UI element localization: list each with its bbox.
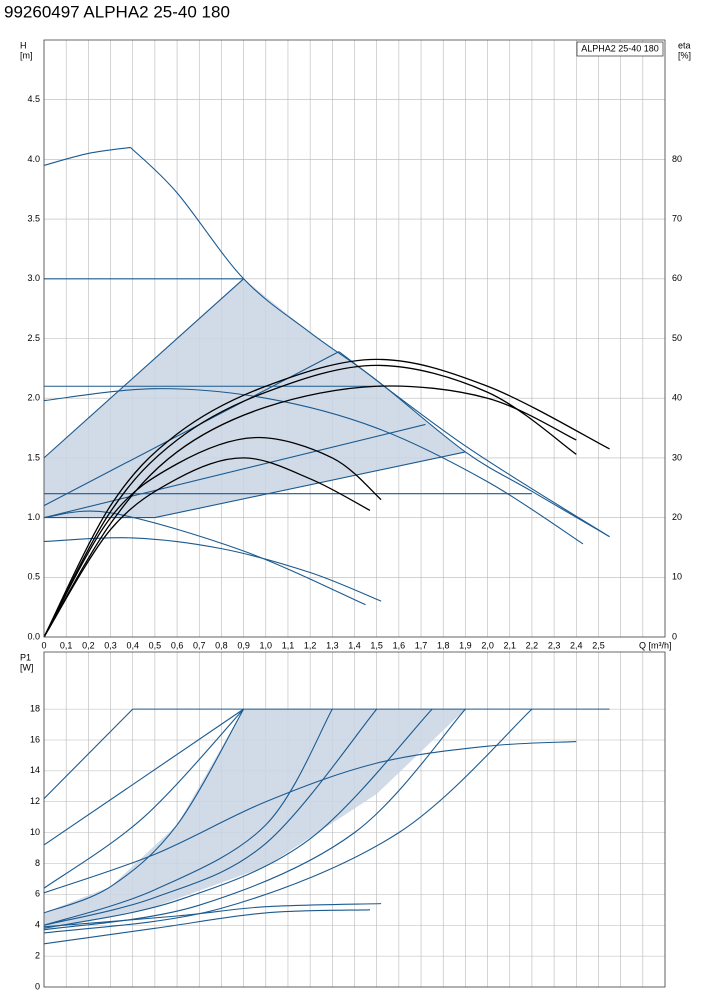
x-tick-label: 0,9 [237, 640, 250, 650]
y-tick-label: 6 [35, 889, 40, 899]
y-tick-label: 0.5 [27, 572, 40, 582]
efficiency-curve [43, 457, 371, 638]
plot-frame [43, 39, 666, 638]
y2-tick-label: 0 [672, 631, 677, 641]
x-tick-label: 1,9 [459, 640, 472, 650]
y-axis-label: [W] [20, 662, 34, 672]
x-tick-label: 1,3 [326, 640, 339, 650]
x-tick-label: 1,1 [282, 640, 295, 650]
y-tick-label: 2.0 [27, 393, 40, 403]
pump-curve [43, 510, 366, 606]
page-title: 99260497 ALPHA2 25-40 180 [4, 2, 230, 21]
x-tick-label: 0,2 [82, 640, 95, 650]
y2-tick-label: 20 [672, 512, 682, 522]
y-tick-label: 3.5 [27, 213, 40, 223]
y-tick-label: 2.5 [27, 333, 40, 343]
x-tick-label: 2,0 [481, 640, 494, 650]
efficiency-curve [43, 364, 577, 638]
y-tick-label: 14 [30, 765, 40, 775]
pump-curve [43, 740, 577, 894]
efficiency-curve [43, 358, 610, 638]
x-tick-label: 1,0 [260, 640, 273, 650]
pump-curve [43, 423, 426, 519]
x-tick-label: 0,5 [149, 640, 162, 650]
pump-curve [43, 708, 134, 800]
x-tick-label: 2,5 [592, 640, 605, 650]
pump-curve [43, 146, 131, 166]
pump-curve [43, 708, 245, 889]
x-tick-label: 2,3 [548, 640, 561, 650]
y-tick-label: 16 [30, 734, 40, 744]
x-tick-label: 2,4 [570, 640, 583, 650]
y-tick-label: 4.5 [27, 94, 40, 104]
y-tick-label: 18 [30, 703, 40, 713]
y-tick-label: 12 [30, 796, 40, 806]
y2-tick-label: 60 [672, 273, 682, 283]
efficiency-curve [43, 436, 382, 638]
x-tick-label: 2,1 [503, 640, 516, 650]
efficiency-curve [43, 385, 577, 638]
y-tick-label: 8 [35, 858, 40, 868]
x-tick-label: 1,4 [348, 640, 361, 650]
x-tick-label: 1,7 [415, 640, 428, 650]
annotation-box [576, 41, 664, 57]
pump-curve [43, 278, 244, 459]
y2-tick-label: 50 [672, 333, 682, 343]
y2-axis-label: [%] [678, 50, 691, 60]
y-tick-label: 3.0 [27, 273, 40, 283]
y2-tick-label: 10 [672, 572, 682, 582]
y-tick-label: 4 [35, 920, 40, 930]
y-tick-label: 0 [35, 981, 40, 991]
y2-axis-label: eta [678, 40, 691, 50]
x-tick-label: 1,2 [304, 640, 317, 650]
y-tick-label: 2 [35, 950, 40, 960]
plot-frame [43, 651, 666, 988]
y-axis-label: P1 [20, 652, 31, 662]
pump-curve [43, 708, 433, 929]
y-axis-label: [m] [20, 50, 33, 60]
y2-tick-label: 70 [672, 213, 682, 223]
pump-curve [338, 351, 610, 538]
pump-curve [43, 708, 533, 934]
pump-curve [43, 708, 378, 926]
x-tick-label: 0,1 [60, 640, 73, 650]
x-tick-label: 2,2 [526, 640, 539, 650]
x-tick-label: 0,7 [193, 640, 206, 650]
x-tick-label: 1,5 [370, 640, 383, 650]
y-axis-label: H [20, 40, 27, 50]
pump-curve [43, 909, 371, 945]
y-tick-label: 1.5 [27, 452, 40, 462]
pump-curve [43, 708, 245, 914]
y-tick-label: 4.0 [27, 154, 40, 164]
y-tick-label: 1.0 [27, 512, 40, 522]
annotation: ALPHA2 25-40 180 [581, 43, 659, 53]
pump-curve [43, 903, 382, 928]
pump-curve [130, 147, 610, 538]
pump-curve [43, 388, 584, 545]
x-tick-label: 0 [41, 640, 46, 650]
operating-area [44, 709, 466, 930]
y2-tick-label: 40 [672, 393, 682, 403]
x-tick-label: 0,4 [126, 640, 139, 650]
y-tick-label: 0.0 [27, 631, 40, 641]
y2-tick-label: 30 [672, 452, 682, 462]
x-tick-label: 0,6 [171, 640, 184, 650]
pump-curve [43, 708, 333, 926]
y2-tick-label: 80 [672, 154, 682, 164]
x-tick-label: 1,6 [393, 640, 406, 650]
pump-curve [43, 708, 244, 846]
x-tick-label: 1,8 [437, 640, 450, 650]
x-tick-label: 0,3 [104, 640, 117, 650]
x-axis-label: Q [m³/h] [639, 640, 672, 650]
y-tick-label: 10 [30, 827, 40, 837]
x-tick-label: 0,8 [215, 640, 228, 650]
pump-curve [154, 451, 466, 519]
